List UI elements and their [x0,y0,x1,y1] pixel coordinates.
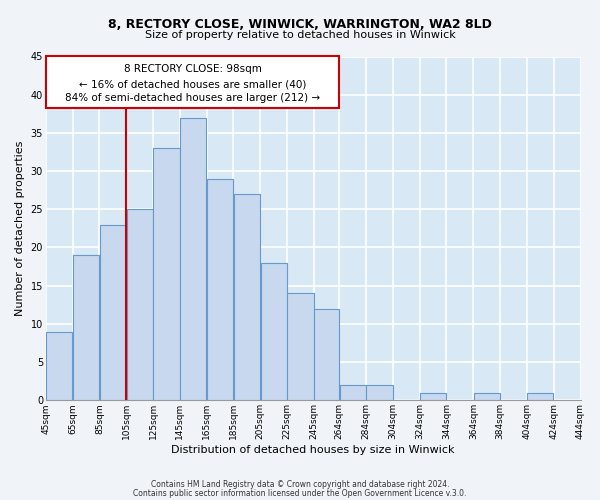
Bar [46,56,339,108]
Bar [127,210,152,400]
Text: ← 16% of detached houses are smaller (40): ← 16% of detached houses are smaller (40… [79,80,306,90]
Bar [420,392,446,400]
Bar [100,224,126,400]
Bar [367,385,392,400]
Bar [180,118,206,401]
Text: 84% of semi-detached houses are larger (212) →: 84% of semi-detached houses are larger (… [65,93,320,103]
Bar [46,332,72,400]
Bar [527,392,553,400]
Bar [154,148,179,401]
Text: 8 RECTORY CLOSE: 98sqm: 8 RECTORY CLOSE: 98sqm [124,64,262,74]
Bar [473,392,500,400]
Bar [260,263,287,400]
Bar [234,194,260,400]
Text: Contains public sector information licensed under the Open Government Licence v.: Contains public sector information licen… [133,488,467,498]
Text: Size of property relative to detached houses in Winwick: Size of property relative to detached ho… [145,30,455,40]
Bar [207,178,233,400]
Bar [73,255,99,400]
Text: Contains HM Land Registry data © Crown copyright and database right 2024.: Contains HM Land Registry data © Crown c… [151,480,449,489]
Y-axis label: Number of detached properties: Number of detached properties [15,140,25,316]
Bar [314,308,339,400]
Bar [340,385,366,400]
X-axis label: Distribution of detached houses by size in Winwick: Distribution of detached houses by size … [172,445,455,455]
Text: 8, RECTORY CLOSE, WINWICK, WARRINGTON, WA2 8LD: 8, RECTORY CLOSE, WINWICK, WARRINGTON, W… [108,18,492,30]
Bar [287,294,314,401]
